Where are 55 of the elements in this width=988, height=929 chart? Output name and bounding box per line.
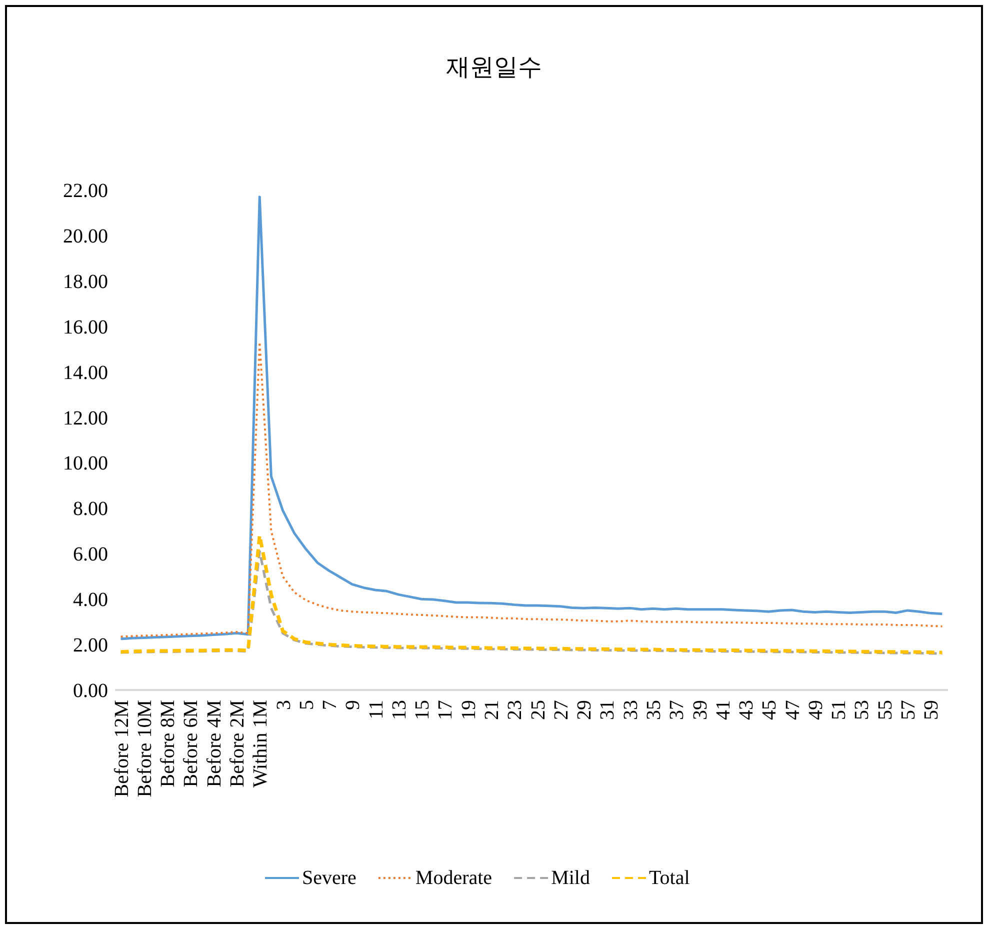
line-series xyxy=(120,196,944,640)
x-tick-label: 51 xyxy=(828,700,850,720)
y-tick-label: 10.00 xyxy=(63,452,108,475)
y-tick-label: 0.00 xyxy=(73,680,108,702)
x-tick-label: Before 10M xyxy=(134,700,156,798)
x-tick-label: 25 xyxy=(527,700,550,720)
x-tick-label: 27 xyxy=(550,700,572,720)
x-tick-label: 43 xyxy=(736,700,758,720)
x-tick-label: 37 xyxy=(666,700,688,720)
x-tick-label: 53 xyxy=(851,700,874,720)
x-tick-label: 33 xyxy=(620,700,642,720)
x-tick-label: 11 xyxy=(365,700,388,720)
x-tick-label: 55 xyxy=(874,700,896,720)
x-tick-label: 7 xyxy=(319,700,342,710)
x-tick-label: Before 8M xyxy=(157,700,180,788)
y-tick-label: 4.00 xyxy=(73,589,108,612)
y-tick-label: 2.00 xyxy=(73,634,108,657)
x-tick-label: 31 xyxy=(596,700,619,720)
x-tick-label: 21 xyxy=(481,700,504,720)
legend-label: Mild xyxy=(551,867,590,889)
line-series xyxy=(120,341,944,638)
x-tick-label: 15 xyxy=(412,700,434,720)
x-tick-label: 57 xyxy=(898,700,920,720)
chart-title: 재원일수 xyxy=(446,53,542,81)
x-tick-label: 23 xyxy=(504,700,526,720)
y-tick-label: 8.00 xyxy=(73,498,108,520)
x-tick-label: Before 6M xyxy=(180,700,202,788)
legend-label: Severe xyxy=(302,867,357,889)
x-tick-label: 3 xyxy=(272,700,295,710)
x-tick-label: 41 xyxy=(712,700,734,720)
legend-label: Total xyxy=(648,867,690,889)
y-tick-label: 20.00 xyxy=(63,225,108,248)
x-tick-label: Within 1M xyxy=(250,700,272,788)
x-tick-label: 45 xyxy=(758,700,781,720)
x-tick-label: 29 xyxy=(574,700,596,720)
y-tick-label: 16.00 xyxy=(63,316,108,338)
x-tick-label: Before 12M xyxy=(110,700,133,798)
x-tick-label: 35 xyxy=(642,700,665,720)
x-tick-label: 59 xyxy=(920,700,943,720)
y-tick-label: 18.00 xyxy=(63,270,108,293)
x-tick-label: 47 xyxy=(782,700,804,720)
x-tick-label: 5 xyxy=(296,700,318,710)
x-tick-label: Before 4M xyxy=(203,700,226,788)
x-tick-label: 19 xyxy=(458,700,480,720)
x-tick-label: 13 xyxy=(388,700,410,720)
x-tick-label: 39 xyxy=(689,700,712,720)
legend-label: Moderate xyxy=(415,867,492,889)
y-tick-label: 22.00 xyxy=(63,180,108,202)
y-tick-label: 12.00 xyxy=(63,407,108,430)
y-tick-label: 6.00 xyxy=(73,544,108,566)
x-tick-label: 9 xyxy=(342,700,364,710)
y-tick-label: 14.00 xyxy=(63,362,108,384)
x-tick-label: Before 2M xyxy=(226,700,248,788)
x-tick-label: 49 xyxy=(804,700,827,720)
x-tick-label: 17 xyxy=(434,700,457,720)
